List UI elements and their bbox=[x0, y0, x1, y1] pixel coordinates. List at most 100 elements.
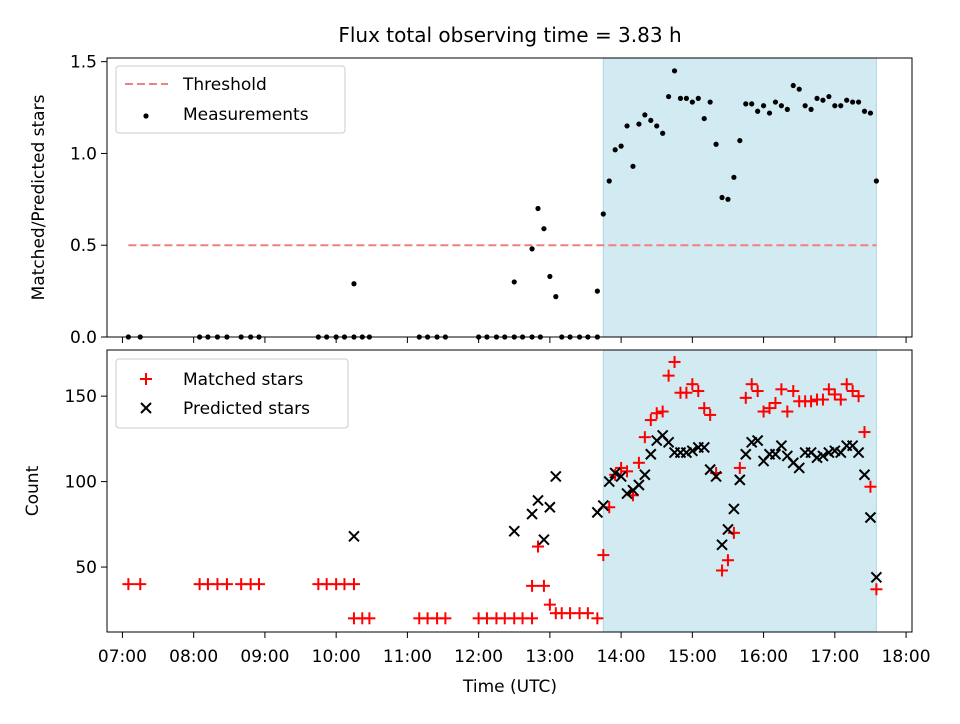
matched-star-point bbox=[650, 407, 663, 420]
figure-title: Flux total observing time = 3.83 h bbox=[338, 23, 681, 47]
matched-star-point bbox=[698, 402, 711, 415]
predicted-star-point bbox=[751, 434, 764, 447]
y-tick-label: 0.5 bbox=[70, 236, 97, 256]
x-tick-label: 17:00 bbox=[810, 647, 859, 667]
predicted-star-point bbox=[526, 508, 538, 520]
x-tick-label: 15:00 bbox=[668, 647, 717, 667]
matched-star-point bbox=[822, 383, 835, 396]
predicted-star-point bbox=[716, 539, 728, 551]
matched-star-point bbox=[751, 385, 764, 398]
measurement-point bbox=[547, 273, 553, 280]
predicted-star-point bbox=[538, 534, 550, 546]
measurement-point bbox=[636, 121, 642, 127]
matched-star-point bbox=[537, 579, 550, 592]
predicted-star-point bbox=[870, 571, 883, 584]
measurement-point bbox=[529, 246, 535, 252]
predicted-star-point bbox=[615, 470, 627, 483]
measurement-point bbox=[594, 288, 600, 294]
measurement-point bbox=[695, 95, 701, 101]
matched-star-point bbox=[597, 549, 610, 562]
measurement-point bbox=[612, 147, 618, 153]
predicted-star-point bbox=[728, 503, 740, 515]
legend-measurements-label: Measurements bbox=[183, 105, 309, 125]
predicted-star-point bbox=[734, 474, 746, 486]
observing-window bbox=[602, 57, 877, 338]
measurement-point bbox=[707, 99, 713, 105]
matched-star-point bbox=[840, 378, 853, 391]
measurement-point bbox=[766, 110, 773, 116]
predicted-star-point bbox=[348, 530, 360, 542]
matched-star-point bbox=[252, 578, 265, 591]
measurement-point bbox=[654, 123, 660, 129]
measurement-point bbox=[677, 95, 684, 101]
matched-star-point bbox=[816, 393, 829, 406]
predicted-star-point bbox=[662, 436, 675, 448]
predicted-star-point bbox=[603, 475, 615, 488]
bottom-legend-box bbox=[115, 358, 349, 429]
measurement-point bbox=[755, 108, 761, 114]
legend-predicted-label: Predicted stars bbox=[183, 399, 310, 419]
x-tick-label: 07:00 bbox=[98, 647, 147, 667]
bottom-panel: 50 100 150 07:00 08:00 09:00 10:00 11:00 12:00 1… bbox=[23, 349, 931, 667]
matched-star-point bbox=[769, 396, 782, 409]
measurement-point bbox=[666, 93, 672, 100]
matched-star-point bbox=[739, 391, 752, 404]
predicted-star-point bbox=[544, 501, 556, 513]
top-y-axis-label: Matched/Predicted stars bbox=[29, 94, 49, 300]
measurement-point bbox=[760, 103, 767, 109]
predicted-star-point bbox=[817, 450, 829, 462]
measurement-point bbox=[838, 103, 844, 109]
x-tick-label: 14:00 bbox=[597, 647, 646, 667]
matched-star-point bbox=[727, 526, 740, 539]
measurement-point bbox=[725, 196, 731, 202]
measurement-point bbox=[743, 101, 749, 107]
x-tick-label: 16:00 bbox=[739, 647, 788, 667]
bottom-y-axis-label: Count bbox=[23, 465, 43, 516]
predicted-star-point bbox=[775, 440, 788, 452]
matched-star-point bbox=[680, 386, 693, 399]
matched-star-point bbox=[632, 456, 645, 469]
predicted-star-point bbox=[609, 467, 621, 479]
top-legend: Threshold Measurements bbox=[115, 65, 346, 134]
matched-star-point bbox=[347, 578, 360, 591]
matched-star-point bbox=[662, 369, 675, 382]
y-tick-label: 0.0 bbox=[70, 328, 97, 348]
measurement-point bbox=[873, 178, 879, 184]
measurement-point bbox=[731, 174, 737, 180]
predicted-star-point bbox=[550, 470, 562, 483]
measurement-point bbox=[671, 68, 678, 74]
measurement-point bbox=[660, 130, 666, 136]
measurement-point bbox=[600, 211, 606, 217]
matched-star-point bbox=[828, 388, 841, 401]
x-tick-label: 12:00 bbox=[454, 647, 503, 667]
measurement-point bbox=[541, 226, 547, 232]
matched-star-point bbox=[591, 612, 604, 625]
x-tick-label: 10:00 bbox=[312, 647, 361, 667]
y-tick-label: 150 bbox=[65, 387, 97, 407]
predicted-star-point bbox=[852, 446, 865, 459]
matched-star-point bbox=[134, 578, 147, 591]
predicted-star-point bbox=[740, 448, 752, 460]
measurement-point bbox=[867, 110, 874, 116]
matched-star-point bbox=[439, 612, 452, 625]
matched-star-point bbox=[526, 612, 539, 625]
measurement-point bbox=[683, 95, 690, 101]
predicted-star-point bbox=[532, 494, 544, 507]
measurement-point bbox=[861, 108, 868, 114]
measurement-point bbox=[790, 82, 796, 89]
predicted-star-point bbox=[864, 511, 877, 524]
y-tick-label: 1.0 bbox=[70, 144, 97, 164]
measurement-point bbox=[850, 99, 856, 105]
x-tick-label: 09:00 bbox=[240, 647, 289, 667]
y-tick-label: 50 bbox=[75, 558, 97, 578]
measurement-point bbox=[796, 86, 802, 92]
x-tick-label: 08:00 bbox=[169, 647, 218, 667]
matched-star-point bbox=[668, 355, 681, 368]
predicted-star-point bbox=[722, 523, 734, 536]
matched-star-point bbox=[656, 405, 669, 418]
predicted-star-point bbox=[793, 462, 805, 474]
measurement-point bbox=[535, 205, 541, 212]
matched-star-point bbox=[745, 378, 758, 391]
measurement-point bbox=[624, 123, 630, 129]
